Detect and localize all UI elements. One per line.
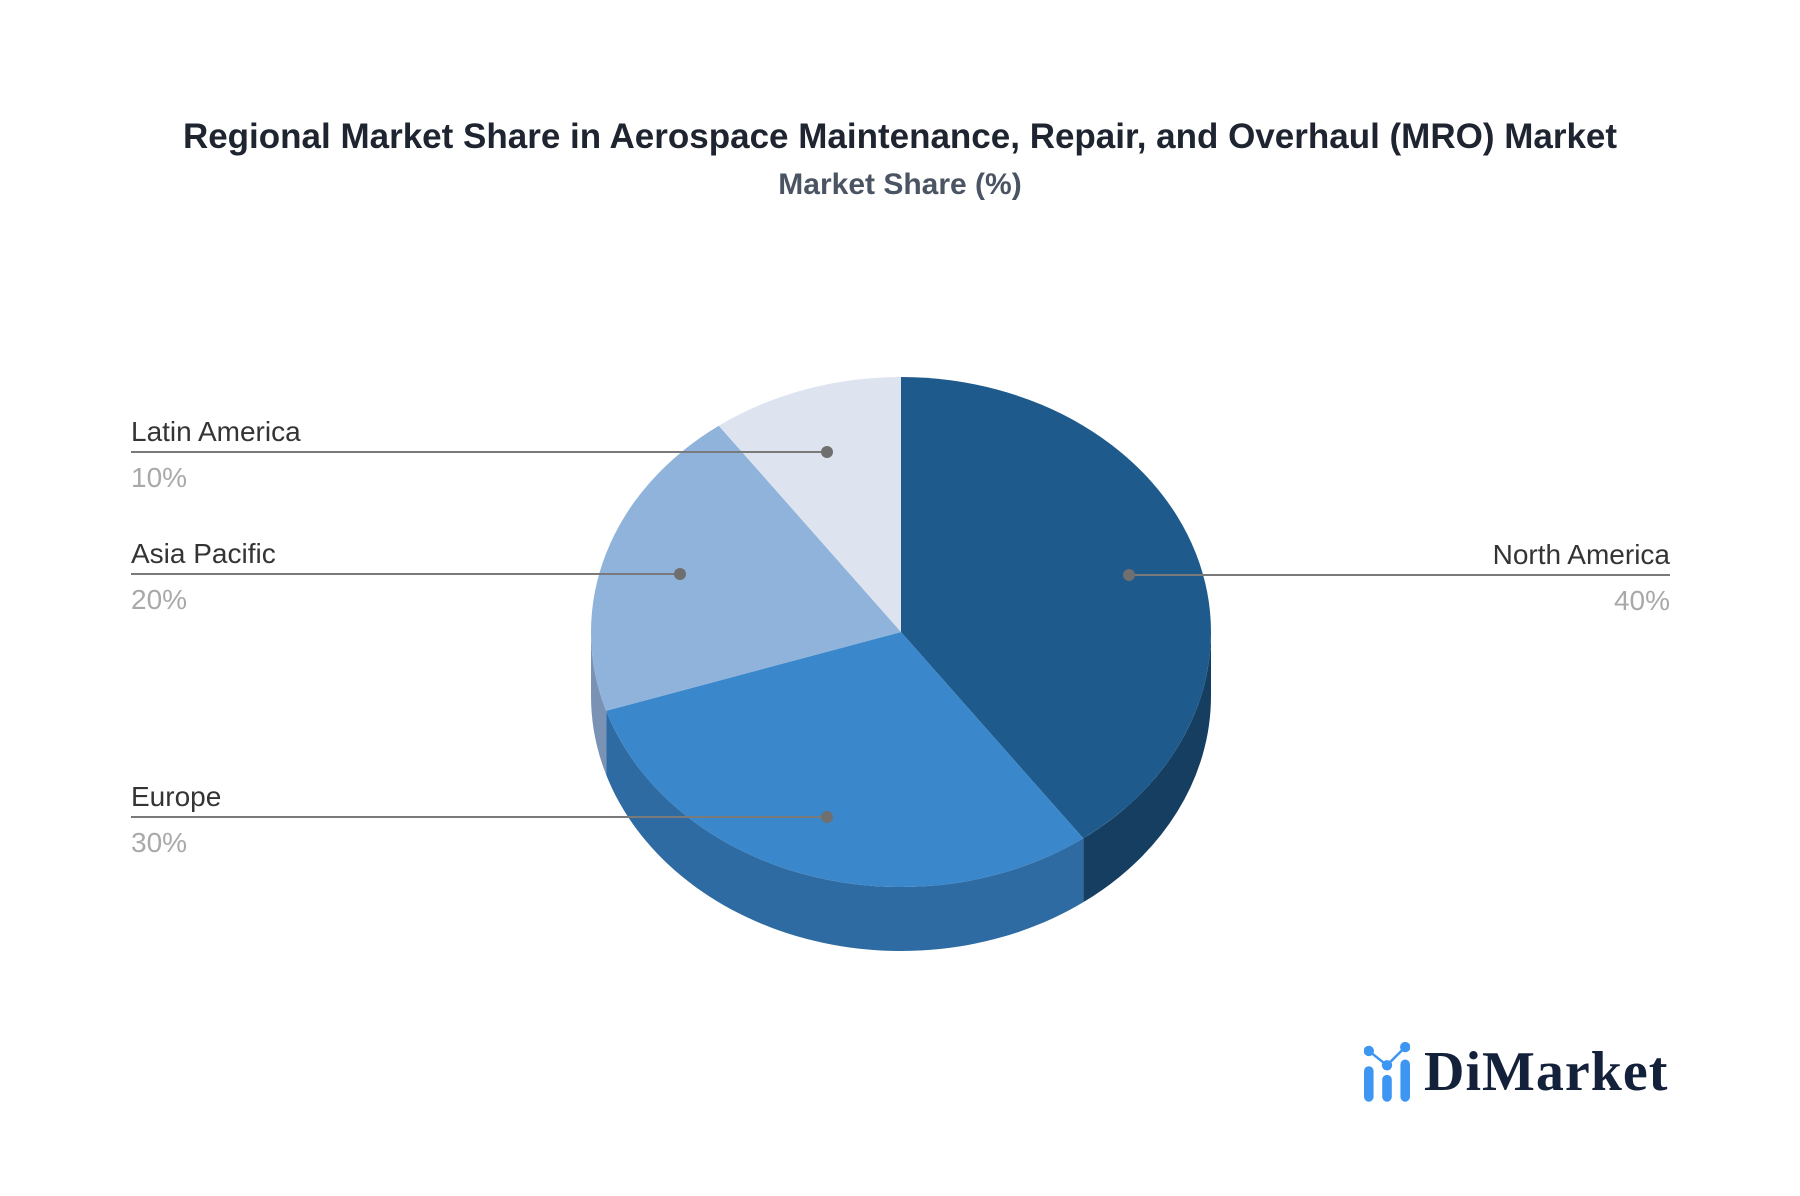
- chart-title: Regional Market Share in Aerospace Maint…: [182, 117, 1618, 156]
- leader-dot-asia-pacific: [674, 568, 686, 580]
- slice-value: 10%: [131, 462, 188, 493]
- pie-slice-north-america: [901, 377, 1211, 839]
- bar-chart-trend-icon: [1364, 1042, 1410, 1102]
- leader-dot-latin-america: [821, 446, 833, 458]
- pie-slice-side-asia-pacific: [591, 632, 607, 775]
- pie-slice-side-north-america: [1083, 632, 1211, 903]
- slice-label: Europe: [131, 781, 222, 812]
- slice-value: 20%: [131, 584, 188, 615]
- slice-label: North America: [1492, 539, 1670, 570]
- slice-label: Asia Pacific: [131, 538, 276, 569]
- slice-callout-north-america: North America 40%: [1250, 539, 1670, 617]
- slice-callout-asia-pacific: Asia Pacific 20%: [131, 538, 551, 616]
- pie-slice-side-europe: [606, 710, 1084, 951]
- slice-callout-europe: Europe 30%: [131, 781, 551, 859]
- brand-name: DiMarket: [1424, 1041, 1669, 1103]
- brand-logo: DiMarket: [1364, 1042, 1668, 1102]
- leader-dot-europe: [821, 811, 833, 823]
- pie-slice-latin-america: [718, 377, 901, 632]
- chart-subtitle: Market Share (%): [778, 168, 1022, 201]
- slice-label: Latin America: [131, 416, 301, 447]
- slice-value: 30%: [131, 827, 188, 858]
- pie-slice-asia-pacific: [591, 425, 901, 711]
- slice-value: 40%: [1613, 585, 1670, 616]
- pie-slice-europe: [606, 632, 1084, 887]
- leader-dot-north-america: [1123, 569, 1135, 581]
- slice-callout-latin-america: Latin America 10%: [131, 416, 551, 494]
